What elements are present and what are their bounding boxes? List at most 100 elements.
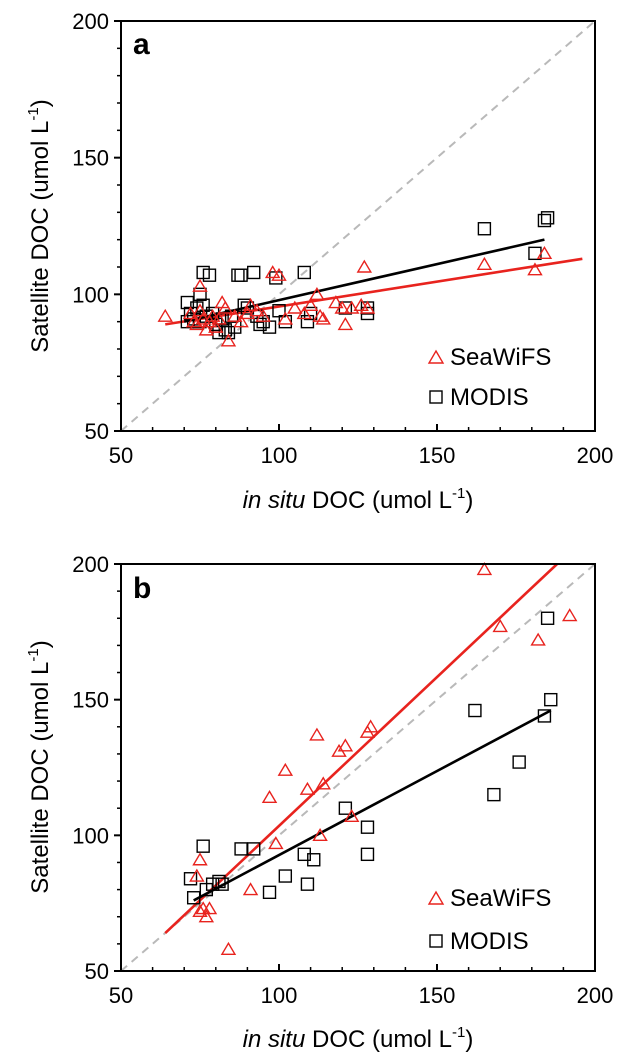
seawifs-point [356, 259, 373, 273]
seawifs-point [312, 827, 328, 842]
panel-label: b [133, 572, 151, 605]
modis-point [262, 885, 277, 900]
seawifs-point [277, 311, 294, 325]
modis-fit-line [183, 238, 545, 323]
x-tick-label: 100 [261, 443, 298, 468]
x-tick-label: 100 [261, 983, 298, 1008]
seawifs-point [192, 278, 208, 292]
seawifs-point [189, 868, 205, 882]
x-tick-label: 150 [419, 983, 456, 1008]
seawifs-point [233, 314, 249, 328]
legend-square-marker [429, 934, 443, 948]
legend-label-seawifs: SeaWiFS [450, 885, 551, 912]
seawifs-point [287, 300, 303, 314]
y-tick-label: 200 [72, 552, 109, 577]
x-tick-label: 200 [577, 443, 614, 468]
seawifs-point [337, 738, 354, 752]
seawifs-point [192, 303, 208, 317]
modis-point [307, 853, 321, 867]
modis-point [303, 306, 318, 321]
legend: SeaWiFS MODIS [427, 885, 551, 955]
seawifs-point [264, 265, 281, 279]
seawifs-point [362, 719, 379, 733]
y-tick-label: 50 [85, 959, 109, 984]
y-tick-label: 200 [72, 9, 109, 34]
x-axis-title: in situ DOC (umol L-1) [243, 485, 474, 514]
modis-point [183, 872, 198, 886]
seawifs-point [315, 311, 331, 325]
seawifs-point [315, 776, 331, 790]
legend-label-seawifs: SeaWiFS [450, 344, 551, 371]
seawifs-point [255, 308, 271, 322]
seawifs-point [208, 319, 224, 333]
legend: SeaWiFS MODIS [427, 344, 551, 411]
seawifs-fit-line [164, 564, 558, 934]
seawifs-point [530, 632, 546, 646]
panel-b: 50 100 150 200 50 100 150 200 b in situ DOC (um… [25, 552, 613, 1053]
seawifs-point [299, 781, 316, 795]
modis-point [512, 755, 526, 769]
modis-point [196, 839, 210, 853]
modis-point [297, 265, 311, 280]
plot-frame [120, 563, 596, 972]
panel-a: 50 100 150 200 50 100 150 200 a in situ DOC (um… [25, 9, 613, 514]
seawifs-point [157, 308, 173, 322]
legend-triangle-marker [427, 890, 445, 905]
seawifs-point [561, 608, 578, 622]
modis-point [212, 874, 226, 889]
modis-point [338, 801, 353, 815]
modis-point [487, 787, 501, 802]
x-tick-label: 200 [577, 983, 614, 1008]
modis-point [540, 211, 555, 225]
modis-point [253, 317, 267, 332]
modis-point [234, 268, 248, 282]
y-tick-label: 100 [72, 823, 109, 848]
x-axis-title: in situ DOC (umol L-1) [243, 1024, 474, 1053]
x-tick-label: 50 [109, 443, 133, 468]
seawifs-point [204, 308, 221, 322]
seawifs-point [268, 836, 284, 850]
seawifs-point [195, 311, 211, 325]
seawifs-point [359, 300, 376, 314]
modis-point [360, 820, 375, 834]
seawifs-point [198, 909, 215, 923]
seawifs-point [198, 322, 215, 336]
modis-point [202, 268, 217, 282]
y-axis-title: Satellite DOC (umol L-1) [25, 99, 54, 352]
seawifs-point [309, 727, 325, 741]
modis-point [215, 877, 229, 891]
seawifs-point [211, 311, 227, 325]
modis-point [240, 301, 255, 315]
panel-label: a [133, 28, 150, 61]
modis-point [234, 842, 248, 856]
seawifs-point [227, 308, 243, 322]
legend-triangle-marker [427, 349, 445, 364]
seawifs-fit-line [165, 257, 583, 326]
seawifs-point [302, 297, 319, 311]
modis-point [300, 314, 315, 329]
seawifs-point [220, 333, 237, 347]
seawifs-point [249, 303, 265, 317]
seawifs-point [309, 286, 325, 301]
seawifs-point [328, 295, 344, 309]
x-tick-label: 50 [109, 983, 133, 1008]
modis-point [186, 891, 201, 905]
modis-point [540, 611, 555, 625]
modis-point [278, 869, 293, 883]
modis-point [300, 877, 315, 891]
seawifs-point [343, 808, 360, 823]
y-axis-title: Satellite DOC (umol L-1) [25, 640, 54, 893]
modis-fit-line [193, 709, 552, 902]
seawifs-point [220, 941, 237, 955]
seawifs-point [296, 306, 313, 320]
modis-point [544, 692, 558, 707]
seawifs-point [343, 300, 360, 314]
seawifs-point [214, 295, 230, 309]
y-tick-label: 150 [72, 146, 109, 171]
legend-label-modis: MODIS [450, 384, 529, 411]
seawifs-point [192, 903, 208, 918]
modis-point [468, 703, 482, 718]
modis-point [247, 842, 261, 856]
one-to-one-line [121, 21, 595, 431]
